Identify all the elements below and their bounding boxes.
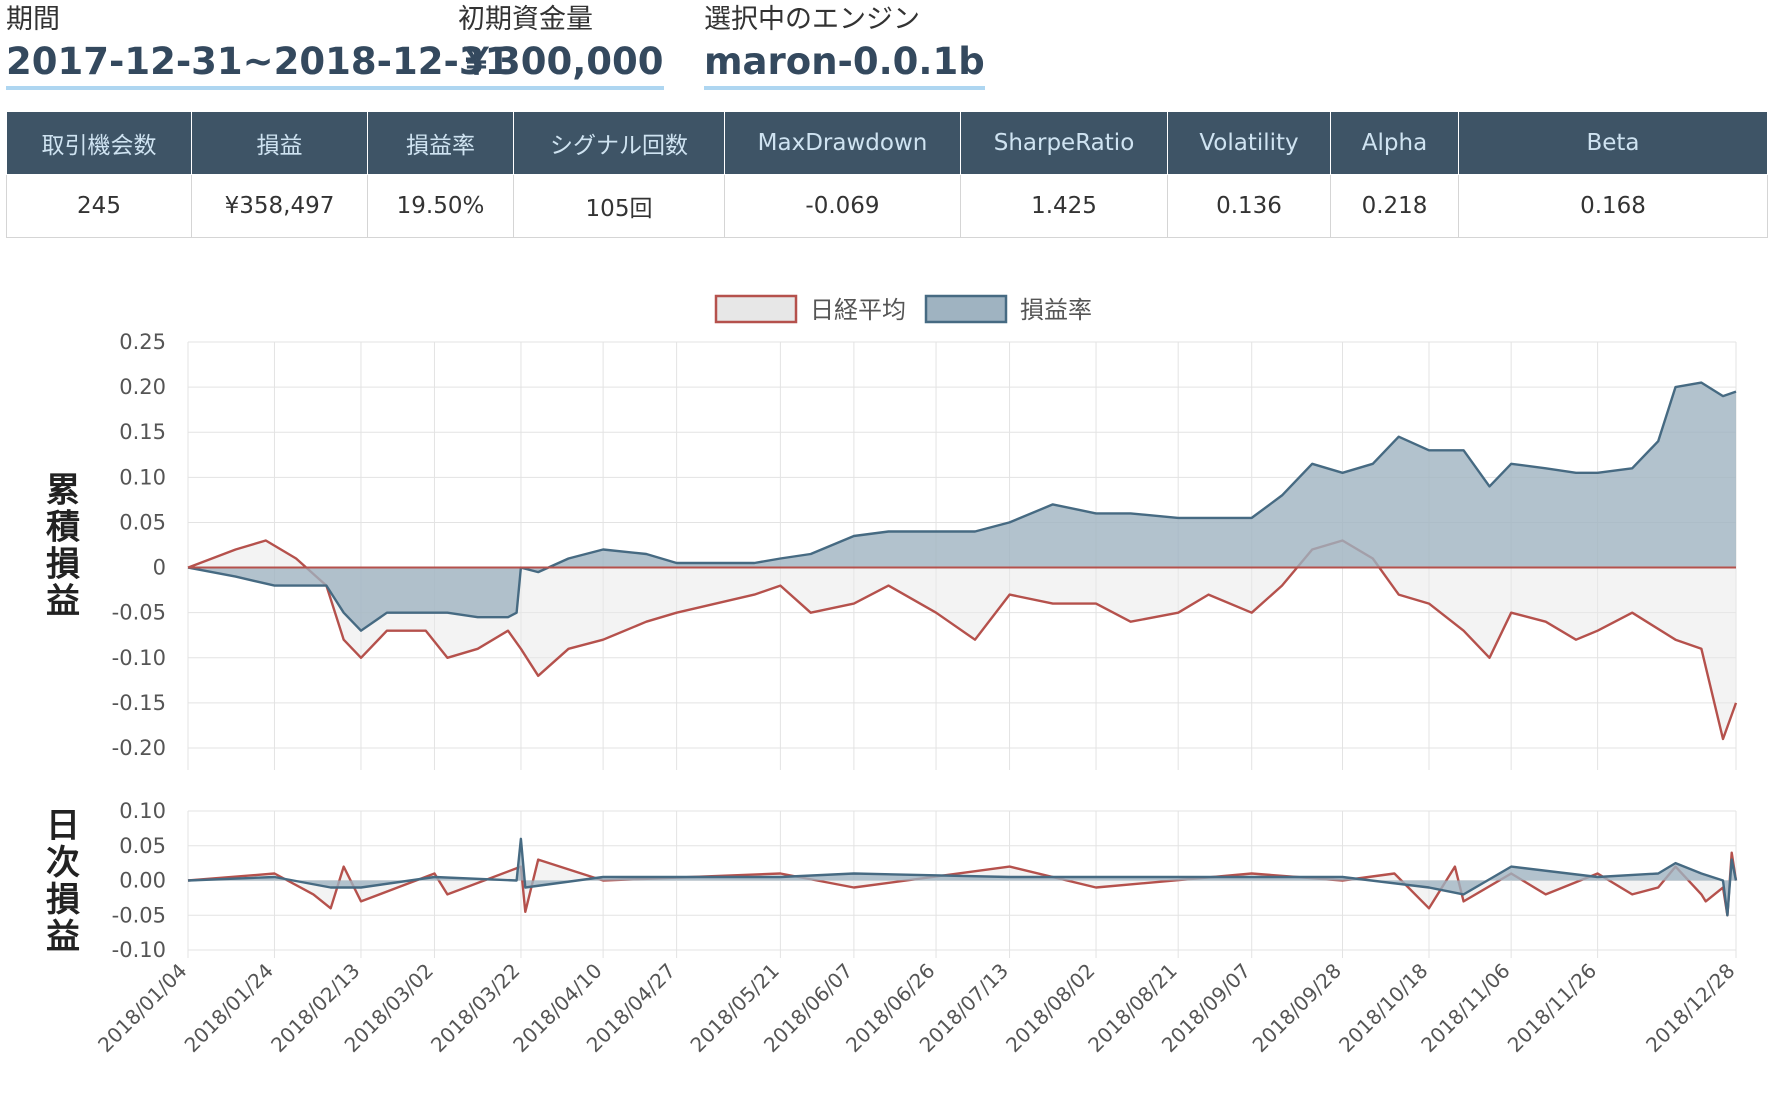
- series-line-nikkei: [187, 539, 1738, 741]
- initial-capital-block: 初期資金量 ￥300,000: [458, 0, 664, 90]
- y-tick-label: 0.10: [119, 799, 166, 823]
- x-tick-label: 2018/01/24: [180, 959, 278, 1057]
- engine-block: 選択中のエンジン maron-0.0.1b: [704, 0, 985, 90]
- y-tick-label: 0: [153, 556, 166, 580]
- stats-value-row: 245 ¥358,497 19.50% 105回 -0.069 1.425 0.…: [6, 174, 1768, 238]
- x-tick-label: 2018/11/26: [1503, 959, 1601, 1057]
- y-tick-label: 0.05: [119, 834, 166, 858]
- chart-legend: 日経平均 損益率: [714, 294, 1092, 324]
- series-line-pnl: [187, 837, 1738, 917]
- y-tick-label: 0.15: [119, 420, 166, 444]
- series-line-pnl: [187, 381, 1737, 632]
- engine-label: 選択中のエンジン: [704, 4, 920, 35]
- y-tick-label: -0.05: [112, 903, 166, 927]
- stats-header-signals: シグナル回数: [513, 111, 725, 175]
- stats-header-beta: Beta: [1458, 111, 1768, 175]
- stats-table: 取引機会数 損益 損益率 シグナル回数 MaxDrawdown SharpeRa…: [6, 111, 1768, 238]
- stats-value-pnl: ¥358,497: [191, 174, 368, 238]
- y-tick-label: 0.00: [119, 869, 166, 893]
- stats-header-pnl-rate: 損益率: [367, 111, 514, 175]
- x-tick-label: 2018/01/04: [93, 959, 191, 1057]
- series-area-nikkei: [188, 852, 1736, 916]
- y-tick-label: -0.05: [112, 601, 166, 625]
- period-block: 期間 2017-12-31~2018-12-31: [6, 0, 511, 90]
- legend-swatch-pnl: [924, 294, 1008, 324]
- stats-header-volatility: Volatility: [1167, 111, 1331, 175]
- y-axis-title: 累積損益: [46, 471, 80, 622]
- y-tick-label: 0.25: [119, 330, 166, 354]
- y-tick-label: -0.15: [112, 691, 166, 715]
- stats-header-pnl: 損益: [191, 111, 368, 175]
- x-tick-label: 2018/12/28: [1641, 959, 1739, 1057]
- y-axis-title: 日次損益: [46, 806, 80, 957]
- stats-value-pnl-rate: 19.50%: [367, 174, 514, 238]
- stats-value-beta: 0.168: [1458, 174, 1768, 238]
- daily-pnl-chart: 0.10 0.05 0.00 -0.05 -0.10 日次損益: [46, 799, 1738, 962]
- y-tick-label: -0.10: [112, 938, 166, 962]
- legend-label-nikkei: 日経平均: [810, 296, 906, 324]
- date-axis: 2018/01/042018/01/242018/02/132018/03/02…: [93, 959, 1739, 1057]
- cumulative-pnl-chart: 0.25 0.20 0.15 0.10 0.05 0 -0.05 -0.10 -0.15 -0.2…: [46, 330, 1738, 770]
- x-tick-label: 2018/09/28: [1248, 959, 1346, 1057]
- y-tick-label: 0.20: [119, 375, 166, 399]
- period-label: 期間: [6, 4, 60, 35]
- y-tick-label: 0.05: [119, 510, 166, 534]
- initial-capital-label: 初期資金量: [458, 4, 593, 35]
- series-area-pnl: [188, 382, 1736, 631]
- series-area-nikkei: [188, 540, 1736, 739]
- legend-label-pnl: 損益率: [1020, 296, 1092, 324]
- y-tick-label: -0.20: [112, 736, 166, 760]
- stats-header-maxdrawdown: MaxDrawdown: [724, 111, 961, 175]
- stats-value-alpha: 0.218: [1330, 174, 1459, 238]
- stats-value-sharperatio: 1.425: [960, 174, 1168, 238]
- y-tick-label: 0.10: [119, 465, 166, 489]
- stats-value-signals: 105回: [513, 174, 725, 238]
- stats-value-volatility: 0.136: [1167, 174, 1331, 238]
- engine-value: maron-0.0.1b: [704, 40, 985, 90]
- initial-capital-value: ￥300,000: [458, 40, 664, 90]
- legend-swatch-nikkei: [714, 294, 798, 324]
- stats-value-trades: 245: [6, 174, 192, 238]
- y-tick-label: -0.10: [112, 646, 166, 670]
- stats-value-maxdrawdown: -0.069: [724, 174, 961, 238]
- series-line-nikkei: [187, 851, 1738, 917]
- x-tick-label: 2018/11/06: [1416, 959, 1514, 1057]
- period-value: 2017-12-31~2018-12-31: [6, 40, 511, 90]
